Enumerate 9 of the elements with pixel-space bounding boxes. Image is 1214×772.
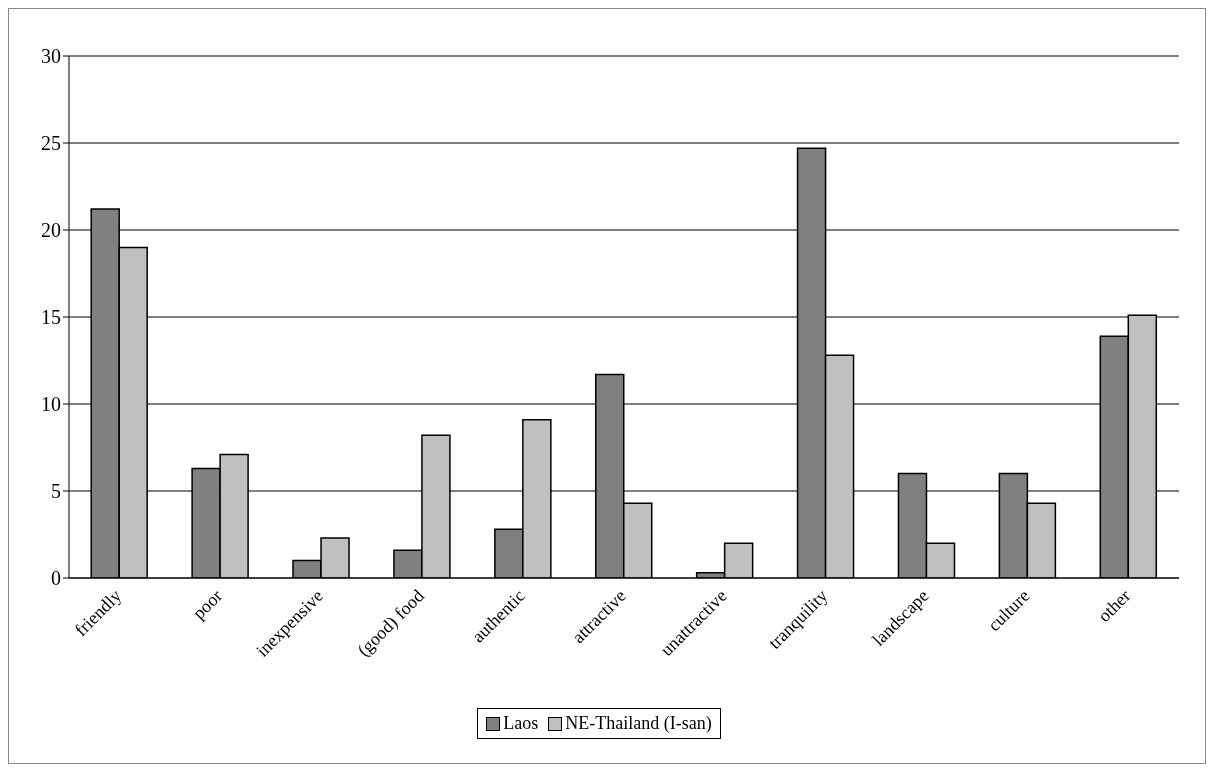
y-tick-label: 20 [41, 219, 61, 242]
y-tick-label: 30 [41, 45, 61, 68]
y-tick-label: 15 [41, 306, 61, 329]
legend-label: Laos [502, 713, 539, 734]
legend-label: NE-Thailand (I-san) [564, 713, 712, 734]
y-tick-label: 0 [51, 567, 61, 590]
y-tick-label: 25 [41, 132, 61, 155]
y-tick-label: 5 [51, 480, 61, 503]
y-tick-label: 10 [41, 393, 61, 416]
